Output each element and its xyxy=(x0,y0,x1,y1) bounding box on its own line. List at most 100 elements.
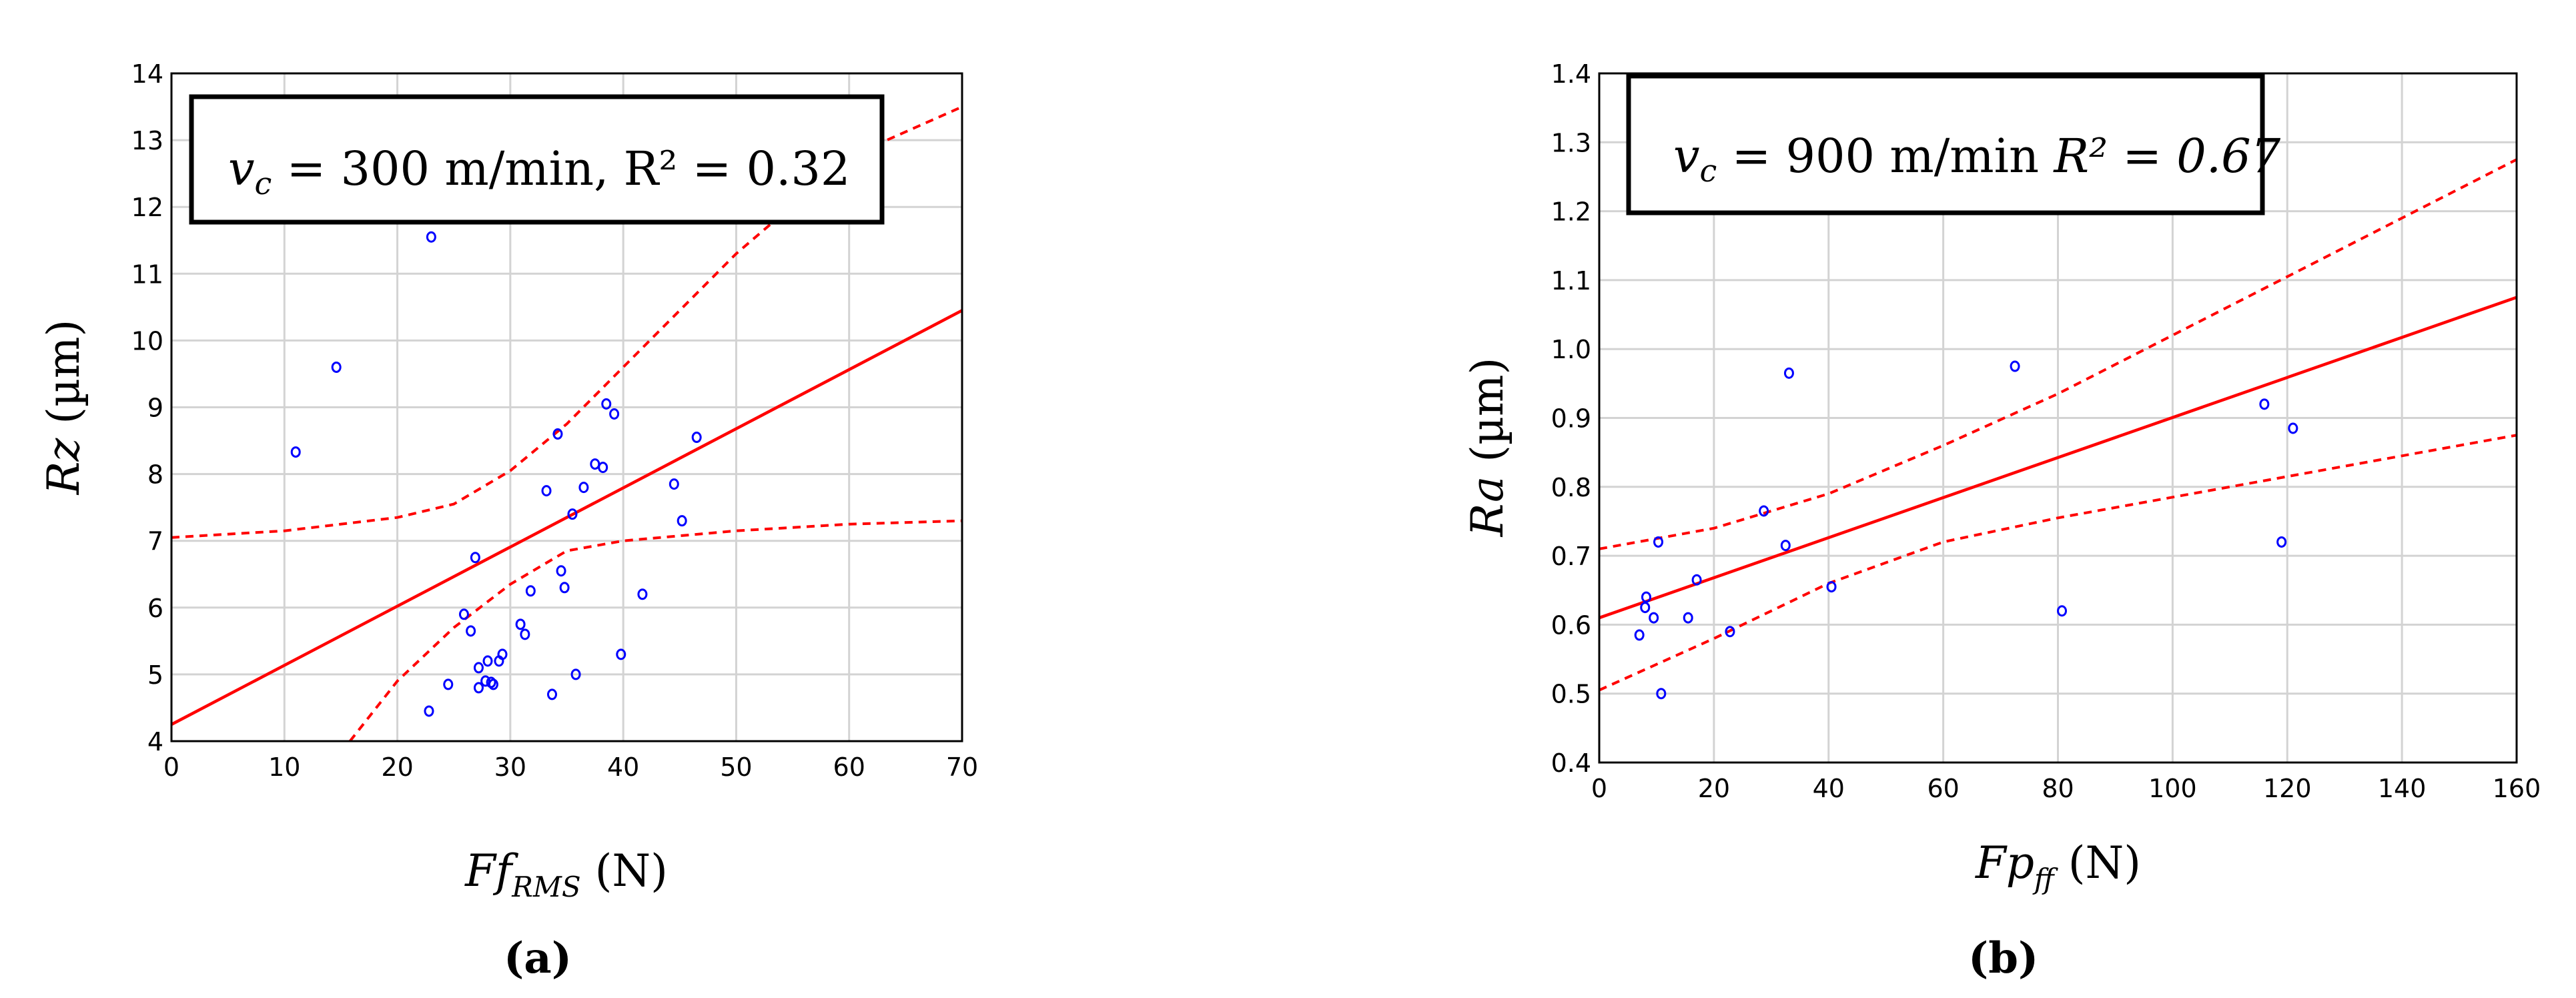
x-tick-labels-a: 0 10 20 30 40 50 60 70 xyxy=(163,753,978,782)
x-tick-label: 40 xyxy=(607,753,639,782)
x-tick-label: 140 xyxy=(2378,774,2427,803)
annotation-a-text: = 300 m/min, R² = 0.32 xyxy=(272,141,850,196)
y-axis-label-a: Rz (µm) xyxy=(38,320,89,495)
data-point xyxy=(1640,602,1651,614)
y-tick-label: 0.7 xyxy=(1551,542,1591,571)
annotation-b-r2: R² = 0.67 xyxy=(2052,129,2280,183)
x-tick-label: 70 xyxy=(946,753,978,782)
data-point xyxy=(616,648,626,660)
data-points-b xyxy=(1634,360,2298,700)
y-axis-label-b-main: Ra xyxy=(1462,476,1513,538)
data-point xyxy=(609,408,620,420)
data-point xyxy=(426,231,436,243)
y-tick-labels-b: 0.4 0.5 0.6 0.7 0.8 0.9 1.0 1.1 1.2 1.3 1.4 xyxy=(1551,59,1591,778)
data-point xyxy=(570,668,581,680)
data-point xyxy=(541,485,552,497)
data-point xyxy=(677,515,687,527)
data-point xyxy=(497,648,508,660)
annotation-b-symbol: v xyxy=(1673,129,1700,183)
y-axis-label-a-unit: (µm) xyxy=(38,320,89,438)
x-tick-label: 40 xyxy=(1813,774,1845,803)
data-point xyxy=(669,478,679,490)
x-tick-labels-b: 0 20 40 60 80 100 120 140 160 xyxy=(1591,774,2541,803)
x-axis-label-b: Fpff (N) xyxy=(1975,837,2141,895)
data-point xyxy=(637,588,648,600)
x-tick-label: 120 xyxy=(2263,774,2312,803)
y-tick-label: 1.4 xyxy=(1551,59,1591,89)
y-tick-label: 1.1 xyxy=(1551,266,1591,296)
data-point xyxy=(691,432,702,444)
x-tick-label: 10 xyxy=(268,753,300,782)
y-tick-label: 10 xyxy=(131,326,163,356)
data-point xyxy=(1826,581,1837,593)
data-point xyxy=(458,608,469,620)
y-tick-label: 4 xyxy=(147,727,163,757)
panel-label-b: (b) xyxy=(1968,933,2038,983)
data-points-a xyxy=(290,231,702,717)
y-tick-label: 0.6 xyxy=(1551,610,1591,640)
regression-line-b xyxy=(1599,296,2517,620)
data-point xyxy=(598,462,608,474)
data-point xyxy=(601,398,612,410)
y-tick-label: 0.8 xyxy=(1551,473,1591,502)
chart-b: 0 20 40 60 80 100 120 140 160 0.4 0.5 0.6 0.7 0.8 0.9… xyxy=(1462,59,2541,983)
band-lower-b xyxy=(1599,434,2517,692)
annotation-a-symbol: v xyxy=(228,141,255,196)
annotation-box-a xyxy=(189,94,885,225)
x-tick-label: 60 xyxy=(1927,774,1959,803)
data-point xyxy=(515,618,526,630)
y-tick-label: 8 xyxy=(147,460,163,490)
y-tick-labels-a: 4 5 6 7 8 9 10 11 12 13 14 xyxy=(131,59,163,757)
annotation-a: vc = 300 m/min, R² = 0.32 xyxy=(228,141,850,201)
x-axis-label-a-main: Ff xyxy=(464,845,519,897)
plot-frame-a xyxy=(170,72,963,742)
data-point xyxy=(2276,536,2287,548)
x-tick-label: 60 xyxy=(833,753,865,782)
annotation-b-text: = 900 m/min xyxy=(1717,129,2054,183)
confidence-band-b xyxy=(1599,158,2517,692)
x-axis-label-b-main: Fp xyxy=(1975,837,2034,889)
x-tick-label: 0 xyxy=(1591,774,1607,803)
y-tick-label: 14 xyxy=(131,59,163,89)
data-point xyxy=(466,625,476,637)
x-tick-label: 0 xyxy=(163,753,179,782)
data-point xyxy=(1634,629,1645,641)
data-point xyxy=(1656,688,1667,700)
y-tick-label: 11 xyxy=(131,260,163,289)
fit-line-b xyxy=(1599,296,2517,620)
band-lower-a xyxy=(348,519,962,741)
y-tick-label: 6 xyxy=(147,594,163,623)
x-tick-label: 20 xyxy=(381,753,413,782)
data-point xyxy=(488,678,498,690)
data-point xyxy=(473,662,484,674)
data-point xyxy=(1783,367,1794,379)
x-tick-label: 80 xyxy=(2042,774,2074,803)
data-point xyxy=(1649,612,1659,624)
y-tick-label: 7 xyxy=(147,527,163,556)
y-axis-label-b: Ra (µm) xyxy=(1462,358,1513,538)
y-tick-label: 1.2 xyxy=(1551,197,1591,227)
y-tick-label: 12 xyxy=(131,193,163,222)
y-tick-label: 9 xyxy=(147,394,163,423)
x-axis-label-a-sub: RMS xyxy=(511,871,580,903)
data-point xyxy=(578,482,589,494)
x-axis-label-a: FfRMS (N) xyxy=(464,845,668,903)
data-point xyxy=(482,655,493,667)
data-point xyxy=(2057,605,2068,617)
y-tick-label: 0.5 xyxy=(1551,680,1591,709)
regression-line-a xyxy=(171,309,962,726)
x-tick-label: 50 xyxy=(720,753,752,782)
annotation-a-subscript: c xyxy=(255,165,272,201)
annotation-box-b xyxy=(1626,73,2265,215)
y-tick-label: 0.9 xyxy=(1551,404,1591,434)
data-point xyxy=(1641,591,1651,603)
x-tick-label: 30 xyxy=(494,753,526,782)
fit-line-a xyxy=(171,309,962,726)
band-upper-a xyxy=(171,105,962,539)
x-axis-label-a-unit: (N) xyxy=(581,845,668,897)
data-point xyxy=(567,508,578,520)
data-point xyxy=(2010,360,2020,372)
data-point xyxy=(424,705,434,717)
y-tick-label: 0.4 xyxy=(1551,748,1591,778)
